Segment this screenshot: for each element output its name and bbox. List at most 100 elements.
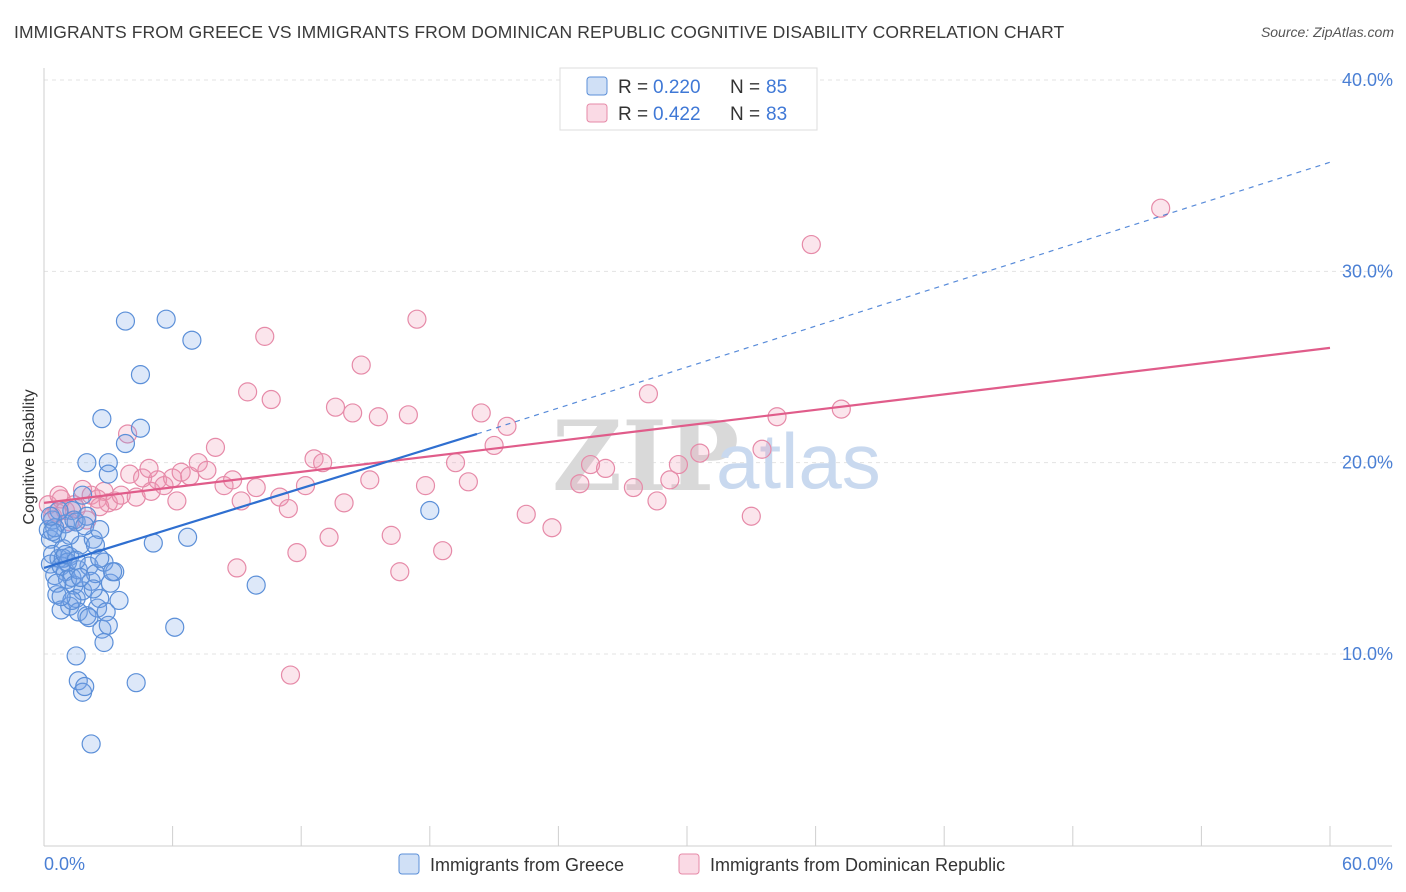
dominican-republic-point <box>668 454 689 475</box>
greece-point <box>115 433 136 454</box>
greece-point <box>420 500 440 521</box>
bottom-legend-swatch-greece <box>398 853 420 875</box>
dominican-republic-point <box>343 403 363 423</box>
greece-point <box>109 590 129 611</box>
dominican-republic-point <box>801 234 821 255</box>
dominican-republic-point <box>280 665 301 685</box>
dominican-republic-point <box>638 384 659 404</box>
dominican-republic-point <box>227 558 247 578</box>
greece-point <box>178 527 198 547</box>
dominican-republic-point <box>690 443 710 463</box>
legend-swatch-greece <box>586 76 608 96</box>
dominican-republic-point <box>595 458 616 479</box>
dominican-republic-trend-line <box>43 346 1331 504</box>
greece-point <box>98 464 118 484</box>
dominican-republic-point <box>325 397 346 417</box>
legend-r-value-dr: 0.422 <box>653 104 701 125</box>
dominican-republic-point <box>334 493 354 513</box>
dominican-republic-point <box>623 477 644 498</box>
greece-point <box>98 615 118 635</box>
greece-point <box>246 575 266 595</box>
greece-point <box>100 573 121 593</box>
dominican-republic-point <box>295 476 316 496</box>
watermark-atlas: atlas <box>716 417 881 505</box>
greece-point <box>75 516 95 536</box>
greece-point <box>165 617 185 637</box>
dominican-republic-point <box>497 416 517 436</box>
y-tick-label: 20.0% <box>1342 453 1393 473</box>
greece-point <box>62 590 82 611</box>
dominican-republic-point <box>351 355 371 375</box>
legend-r-value-greece: 0.220 <box>653 77 701 98</box>
dominican-republic-point <box>261 389 281 410</box>
dominican-republic-point <box>831 399 851 419</box>
greece-point <box>83 579 103 599</box>
legend-n-value-dr: 83 <box>766 104 787 125</box>
dominican-republic-point <box>767 407 787 427</box>
dominican-republic-point <box>287 542 307 563</box>
greece-point <box>81 734 101 754</box>
dominican-republic-point <box>90 497 110 517</box>
greece-point <box>51 586 71 607</box>
dominican-republic-point <box>407 309 427 329</box>
dominican-republic-point <box>246 477 266 498</box>
dominican-republic-point <box>752 439 772 459</box>
top-legend: R = 0.220 N = 85 R = 0.422 N = 83 <box>559 67 818 131</box>
greece-point <box>115 311 136 331</box>
greece-trend-line <box>43 432 478 569</box>
dominican-republic-point <box>1151 198 1171 218</box>
dominican-republic-point <box>87 489 108 509</box>
greece-point <box>64 510 84 530</box>
dominican-republic-point <box>278 498 298 519</box>
dominican-republic-point <box>741 506 761 526</box>
grid-lines <box>44 79 1392 655</box>
dominican-republic-point <box>415 476 436 496</box>
greece-point <box>156 309 176 329</box>
greece-point <box>75 676 95 697</box>
y-tick-labels: 10.0% 20.0% 30.0% 40.0% <box>1342 70 1393 664</box>
y-tick-label: 10.0% <box>1342 644 1393 664</box>
dominican-republic-point <box>368 407 388 427</box>
source-note: Source: ZipAtlas.com <box>1260 24 1394 40</box>
y-axis-label: Cognitive Disability <box>21 389 38 524</box>
dominican-republic-point <box>238 382 258 402</box>
dominican-republic-point <box>660 470 680 490</box>
legend-box <box>559 67 818 131</box>
dominican-republic-point <box>139 458 159 479</box>
greece-point <box>77 506 97 526</box>
greece-point <box>40 506 61 526</box>
legend-r-label-greece: R = <box>618 77 648 98</box>
greece-trend-extension <box>476 161 1331 435</box>
bottom-legend: Immigrants from Greece Immigrants from D… <box>398 853 1005 875</box>
x-axis-ticks <box>43 826 1331 846</box>
y-tick-label: 30.0% <box>1342 261 1393 281</box>
watermark-zip: ZIP <box>552 400 739 513</box>
dominican-republic-point <box>120 464 140 484</box>
x-tick-label-max: 60.0% <box>1342 854 1393 874</box>
dominican-republic-point <box>433 541 453 561</box>
dominican-republic-point <box>255 326 275 346</box>
dominican-republic-point <box>390 562 410 582</box>
bottom-legend-swatch-dr <box>678 853 700 875</box>
greece-point <box>60 525 80 545</box>
greece-point <box>182 330 202 350</box>
greece-point <box>90 548 110 568</box>
dominican-republic-point <box>205 437 226 457</box>
greece-point <box>130 365 151 385</box>
dominican-republic-point <box>167 491 187 511</box>
dominican-republic-point <box>398 405 418 425</box>
greece-point <box>98 453 118 473</box>
dominican-republic-point <box>319 527 339 547</box>
greece-point <box>102 562 123 582</box>
greece-point <box>94 632 114 653</box>
greece-point <box>66 646 86 666</box>
greece-point <box>77 453 97 473</box>
legend-n-label-greece: N = <box>730 77 760 98</box>
dominican-republic-point <box>313 453 333 473</box>
dominican-republic-point <box>516 504 536 524</box>
trend-lines <box>43 161 1331 569</box>
dominican-republic-point <box>445 453 466 473</box>
dominican-republic-point <box>360 470 380 490</box>
greece-points <box>38 309 440 754</box>
